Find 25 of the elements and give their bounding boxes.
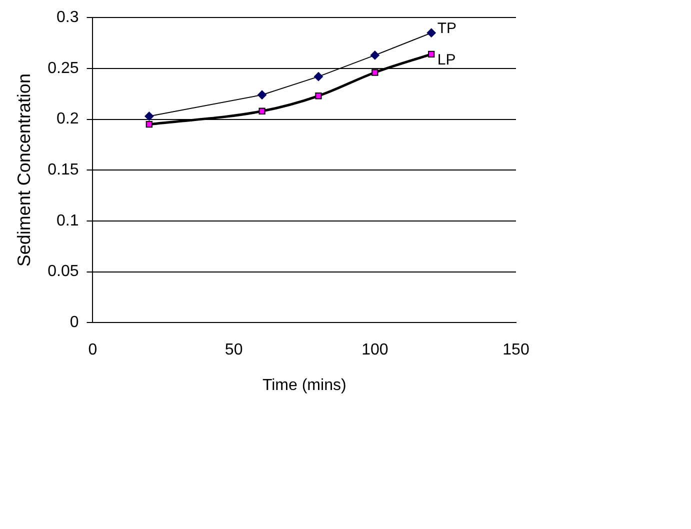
point: [428, 50, 435, 58]
point: [315, 92, 322, 100]
series-label: LP: [437, 51, 456, 68]
y-tick-label: 0.05: [48, 263, 79, 280]
y-axis-title: Sediment Concentration: [14, 74, 34, 267]
series-label: TP: [437, 20, 457, 37]
x-tick-label: 150: [502, 342, 530, 359]
point: [146, 121, 153, 128]
point: [144, 112, 154, 121]
point: [372, 69, 378, 76]
point: [258, 90, 267, 100]
x-tick-label: 100: [362, 342, 388, 359]
x-tick-label: 0: [88, 342, 98, 359]
y-tick-label: 0.3: [56, 9, 79, 26]
point: [370, 50, 380, 60]
y-tick-label: 0.25: [48, 60, 79, 77]
x-tick-label: 50: [224, 342, 243, 359]
y-tick-label: 0: [70, 314, 79, 332]
y-tick-label: 0.2: [56, 110, 79, 128]
point: [258, 108, 266, 114]
x-axis-title: Time (mins): [262, 376, 346, 394]
point: [314, 72, 323, 82]
point: [426, 28, 436, 38]
y-tick-label: 0.15: [48, 162, 79, 179]
y-tick-label: 0.1: [56, 212, 79, 230]
